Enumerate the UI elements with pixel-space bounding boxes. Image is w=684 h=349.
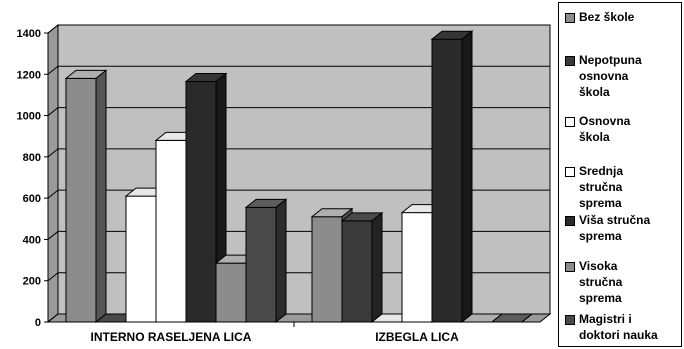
bar-front: [185, 81, 217, 323]
legend-label: Srednja stručna sprema: [579, 163, 683, 211]
legend-label-line: škola: [579, 85, 610, 99]
legend-swatch: [565, 117, 575, 127]
bar-front: [125, 195, 157, 323]
bar-side: [95, 69, 107, 324]
bar: [490, 313, 534, 323]
legend-label-line: Visoka: [579, 259, 618, 273]
y-tick-label: 600: [23, 193, 41, 205]
bar-front: [245, 206, 277, 323]
bar-front: [155, 139, 187, 323]
gridline: [47, 65, 550, 75]
legend-label: Osnovna škola: [579, 113, 683, 145]
x-category-label: IZBEGLA LICA: [375, 330, 459, 344]
legend-swatch: [565, 216, 575, 226]
y-tick-label: 1400: [17, 28, 41, 40]
bar-side: [521, 313, 533, 323]
bar-side: [461, 30, 473, 324]
legend-label-line: Viša stručna: [579, 213, 651, 227]
gridlines: [47, 24, 550, 323]
legend-swatch: [565, 262, 575, 272]
legend-label-line: sprema: [579, 291, 622, 305]
gridline: [47, 189, 550, 199]
gridline: [47, 107, 550, 116]
y-tick-label: 1200: [17, 69, 41, 81]
legend-swatch: [565, 13, 575, 23]
legend-label-line: Srednja: [579, 164, 624, 178]
bar-front: [401, 212, 433, 323]
y-tick-label: 200: [23, 276, 41, 288]
legend-label-line: Bez škole: [579, 10, 635, 24]
legend-label: Viša stručna sprema: [579, 212, 683, 244]
legend-label-line: osnovna: [579, 69, 629, 83]
legend-swatch: [565, 167, 575, 177]
bar-front: [215, 262, 247, 323]
gridline: [47, 272, 550, 282]
legend-label-line: Magistri i: [579, 312, 632, 326]
legend-label-line: Osnovna: [579, 114, 631, 128]
bar-front: [311, 216, 343, 323]
bar-side: [275, 198, 287, 324]
plot-area: [46, 23, 552, 324]
bar: [64, 69, 108, 324]
gridline: [47, 24, 550, 34]
x-axis-categories: INTERNO RASELJENA LICA IZBEGLA LICA: [91, 322, 459, 344]
y-tick-label: 800: [23, 152, 41, 164]
gridline: [47, 230, 550, 240]
legend-label-line: stručna: [579, 275, 623, 289]
bar-front: [431, 38, 463, 323]
legend-label: Visoka stručna sprema: [579, 258, 683, 306]
bar-side: [371, 211, 383, 324]
bar: [244, 198, 288, 324]
side-wall: [47, 23, 59, 324]
legend-label-line: stručna: [579, 180, 623, 194]
legend-label-line: doktori nauka: [579, 328, 658, 342]
legend-label: Nepotpuna osnovna škola: [579, 52, 683, 100]
bar: [430, 30, 474, 324]
bars: [64, 30, 534, 324]
legend-label: Magistri i doktori nauka: [579, 311, 683, 343]
legend: Bez škole Nepotpuna osnovna škola Osnovna ško…: [558, 2, 682, 347]
legend-swatch: [565, 315, 575, 325]
legend-label-line: škola: [579, 130, 610, 144]
gridline: [47, 148, 550, 158]
legend-label-line: sprema: [579, 196, 622, 210]
legend-label-line: Nepotpuna: [579, 53, 642, 67]
legend-swatch: [565, 56, 575, 66]
legend-label-line: sprema: [579, 229, 622, 243]
bar-front: [341, 220, 373, 323]
legend-label: Bez škole: [579, 9, 683, 25]
bar-front: [65, 77, 97, 323]
bar: [340, 211, 384, 324]
x-category-label: INTERNO RASELJENA LICA: [91, 330, 252, 344]
y-tick-label: 0: [35, 317, 41, 329]
y-tick-label: 400: [23, 234, 41, 246]
y-tick-label: 1000: [17, 111, 41, 123]
